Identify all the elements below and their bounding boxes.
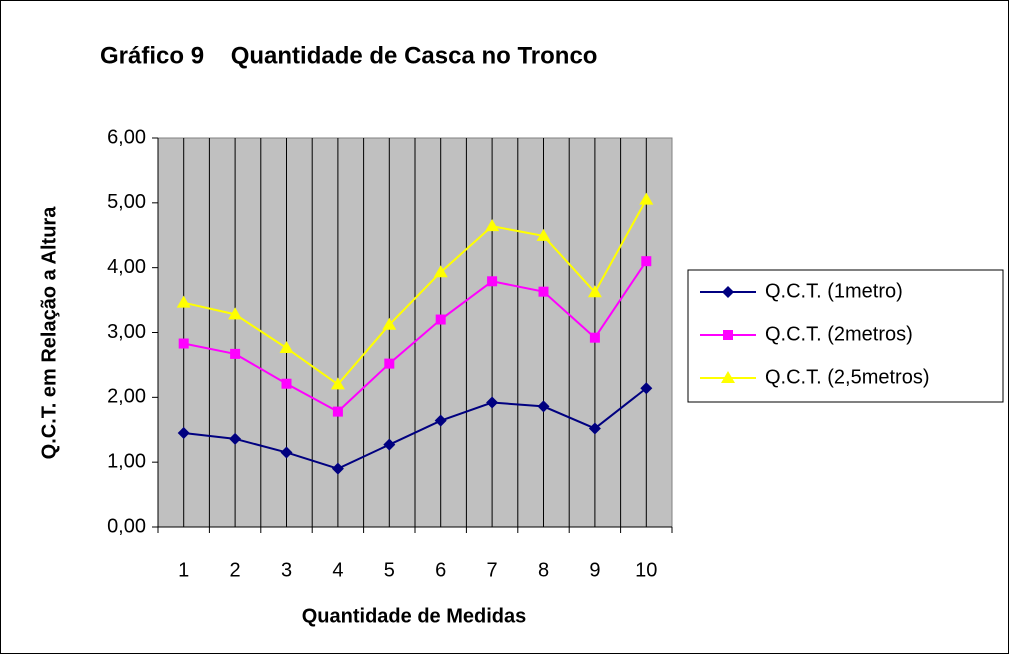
x-tick-label: 10 [635,559,657,581]
marker [485,219,500,232]
y-tick-label: 3,00 [107,321,146,343]
marker [383,438,396,451]
x-tick-label: 5 [384,559,395,581]
marker [228,307,243,320]
marker [589,332,600,343]
marker [382,317,397,330]
x-tick-label: 3 [281,559,292,581]
marker [538,286,549,297]
marker [384,358,395,369]
marker [587,285,602,298]
x-tick-label: 8 [538,559,549,581]
x-tick-label: 2 [230,559,241,581]
marker [721,371,735,383]
y-tick-label: 1,00 [107,450,146,472]
y-tick-label: 6,00 [107,126,146,148]
legend-label: Q.C.T. (2,5metros) [765,366,929,388]
marker [433,265,448,278]
marker [177,426,190,439]
series-line [183,260,648,413]
legend-label: Q.C.T. (2metros) [765,323,913,345]
marker [281,378,292,389]
x-tick-label: 1 [178,559,189,581]
marker [723,330,733,340]
marker [280,446,293,459]
marker [486,396,499,409]
marker [434,414,447,427]
x-tick-label: 6 [435,559,446,581]
chart-title: Gráfico 9 Quantidade de Casca no Tronco [100,42,597,69]
y-tick-label: 0,00 [107,515,146,537]
y-tick-label: 5,00 [107,191,146,213]
marker [230,348,241,359]
marker [640,382,653,395]
marker [331,462,344,475]
x-tick-label: 4 [332,559,343,581]
y-tick-label: 2,00 [107,386,146,408]
marker [487,276,498,287]
marker [722,286,734,298]
marker [536,228,551,241]
marker [176,295,191,308]
marker [639,192,654,205]
y-tick-label: 4,00 [107,256,146,278]
x-tick-label: 7 [487,559,498,581]
marker [641,256,652,267]
x-axis-label: Quantidade de Medidas [302,605,526,627]
series-line [183,199,648,386]
marker [279,341,294,354]
y-axis-label: Q.C.T. em Relação a Altura [38,206,60,460]
marker [229,432,242,445]
marker [537,400,550,413]
marker [178,338,189,349]
marker [435,314,446,325]
marker [588,422,601,435]
legend-label: Q.C.T. (1metro) [765,280,903,302]
marker [332,406,343,417]
x-tick-label: 9 [589,559,600,581]
marker [330,377,345,390]
series-line [183,387,647,470]
